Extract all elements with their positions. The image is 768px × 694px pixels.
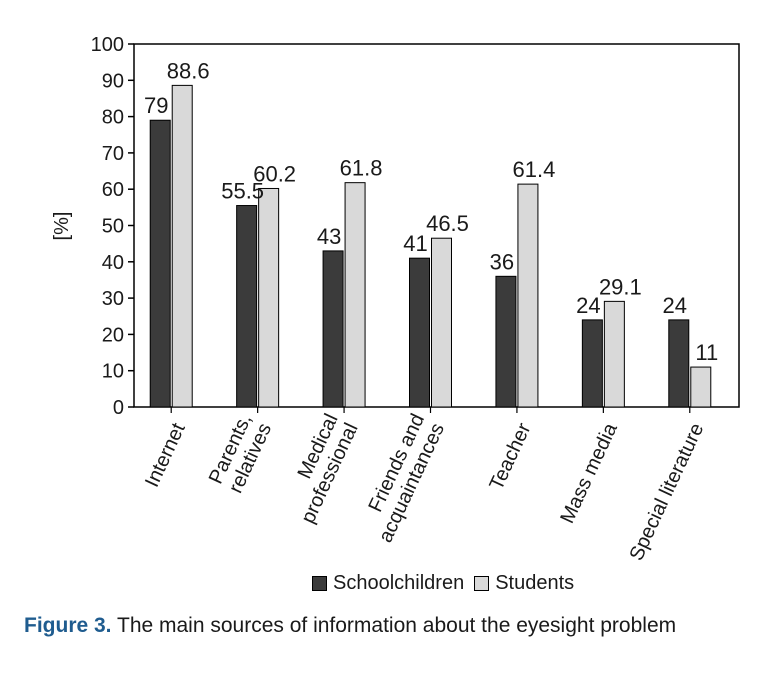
y-tick-label: 0 (113, 397, 124, 419)
x-tick-label-group: Teacher (485, 420, 535, 494)
value-label: 61.8 (340, 156, 383, 181)
figure-caption: Figure 3. The main sources of informatio… (24, 614, 676, 638)
value-label: 61.4 (513, 157, 556, 182)
bar-students-0 (171, 84, 193, 408)
value-label: 24 (663, 293, 687, 318)
bar-students-5 (603, 300, 625, 408)
bar-schoolchildren-3 (409, 257, 430, 408)
bar-schoolchildren-2 (322, 250, 344, 408)
legend-label-schoolchildren: Schoolchildren (333, 572, 465, 594)
value-label: 88.6 (167, 58, 210, 83)
y-tick-label: 90 (102, 70, 124, 92)
value-label: 29.1 (599, 274, 642, 299)
x-tick-label-group: Internet (141, 419, 190, 490)
legend-label-students: Students (495, 572, 575, 594)
x-tick-label: Teacher (485, 420, 535, 494)
x-tick-label: Special literature (625, 420, 708, 564)
y-axis-label: [%] (51, 212, 73, 241)
value-label: 60.2 (253, 161, 296, 186)
y-tick-label: 30 (102, 288, 124, 310)
bar-students-6 (690, 366, 712, 408)
value-label: 46.5 (426, 211, 469, 236)
y-tick-label: 20 (102, 324, 124, 346)
bar-schoolchildren-1 (236, 205, 258, 408)
bar-schoolchildren-5 (581, 319, 603, 408)
y-tick-label: 40 (102, 252, 124, 274)
x-tick-label: Mass media (556, 419, 622, 527)
legend: Schoolchildren Students (312, 572, 584, 595)
bars (149, 84, 712, 408)
value-label: 24 (576, 293, 600, 318)
value-label: 43 (317, 224, 341, 249)
y-tick-label: 70 (102, 143, 124, 165)
figure-number: Figure 3. (24, 614, 112, 637)
legend-swatch-schoolchildren (312, 576, 327, 591)
bar-students-3 (431, 237, 452, 408)
caption-text: The main sources of information about th… (111, 614, 677, 637)
y-tick-label: 60 (102, 179, 124, 201)
y-tick-label: 80 (102, 107, 124, 129)
x-tick-label-group: Mass media (556, 419, 622, 527)
value-labels: 7988.655.560.24361.84146.53661.42429.124… (144, 58, 718, 365)
value-label: 55.5 (221, 179, 264, 204)
x-tick-label: Internet (141, 419, 190, 490)
legend-item-schoolchildren: Schoolchildren (312, 572, 464, 595)
value-label: 41 (403, 231, 427, 256)
bar-students-4 (517, 183, 539, 408)
legend-item-students: Students (474, 572, 574, 595)
value-label: 36 (490, 249, 514, 274)
bar-students-1 (258, 187, 280, 408)
bar-schoolchildren-4 (495, 275, 517, 408)
bar-schoolchildren-6 (668, 319, 690, 408)
y-tick-label: 50 (102, 216, 124, 238)
x-tick-label-group: Special literature (625, 420, 708, 564)
y-tick-label: 10 (102, 361, 124, 383)
x-tick-label-group: Parents,relatives (205, 411, 276, 497)
x-axis-labels: Internet Parents,relatives Medicalprofessi… (141, 407, 708, 564)
value-label: 11 (695, 340, 718, 365)
value-label: 79 (144, 93, 168, 118)
bar-students-2 (344, 182, 366, 408)
y-axis: 0 10 20 30 40 50 60 70 80 90 100 (91, 34, 134, 419)
y-tick-label: 100 (91, 34, 124, 56)
bar-schoolchildren-0 (149, 119, 171, 408)
legend-swatch-students (474, 576, 490, 591)
